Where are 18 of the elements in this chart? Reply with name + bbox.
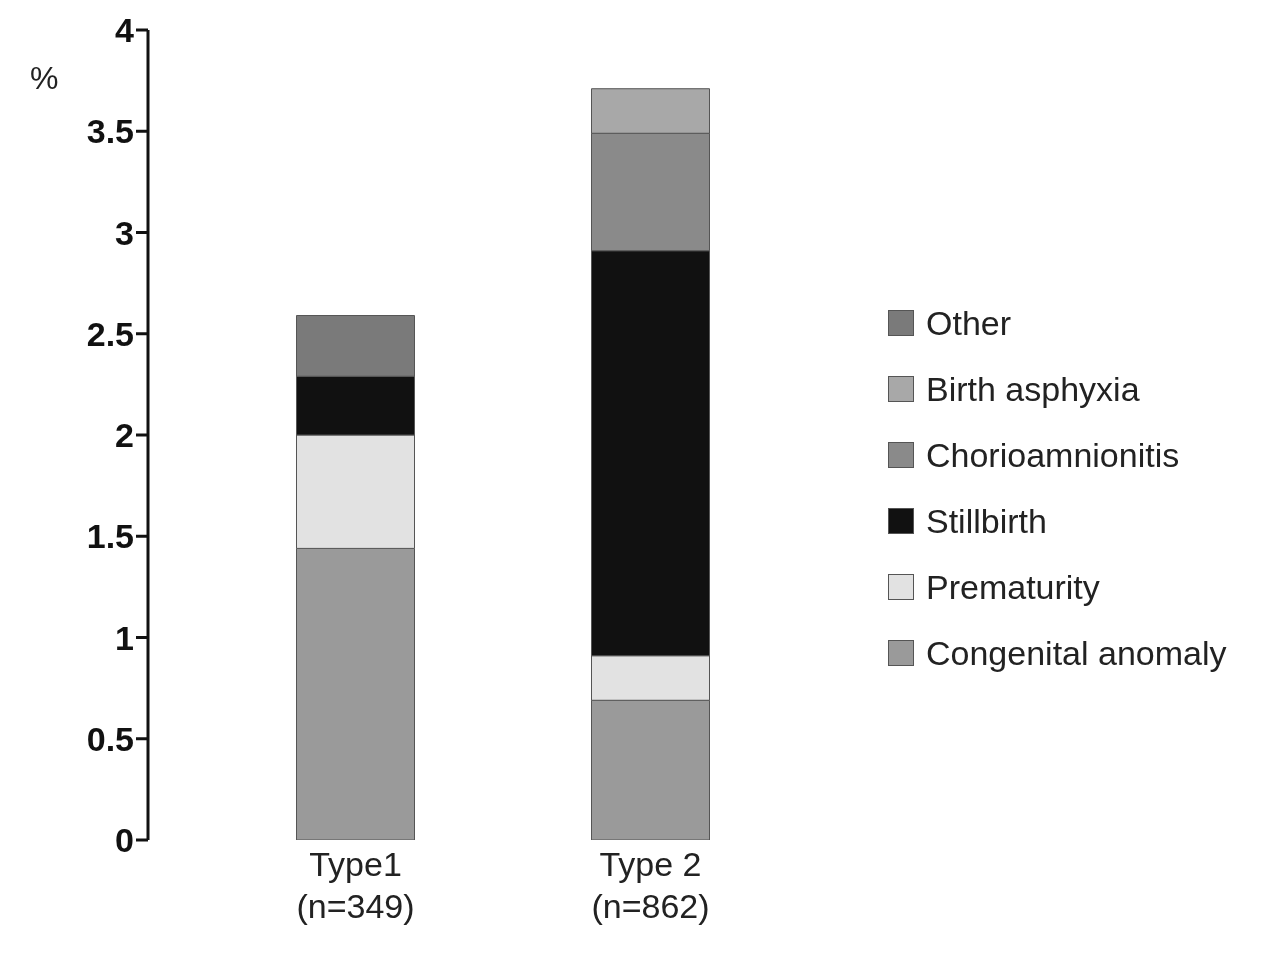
y-tick-label: 1.5 [86, 517, 134, 556]
legend-label: Stillbirth [925, 500, 1048, 542]
y-tick-label: 2.5 [86, 314, 134, 353]
legend-label: Chorioamnionitis [925, 434, 1181, 476]
x-tick-label: Type 2 (n=862) [591, 845, 710, 925]
legend-label: Prematurity [925, 566, 1101, 608]
y-tick-label: 4 [115, 11, 135, 50]
y-tick-label: 0 [115, 821, 134, 860]
legend-label: Other [925, 302, 1013, 344]
legend-label: Birth asphyxia [925, 368, 1141, 410]
y-tick-label: 1 [115, 618, 134, 657]
x-tick-label: Type1 (n=349) [296, 845, 415, 925]
y-axis-title: % [30, 60, 59, 97]
y-tick-label: 2 [115, 416, 134, 455]
y-tick-label: 3 [115, 213, 134, 252]
legend-label: Congenital anomaly [925, 632, 1227, 674]
y-tick-label: 0.5 [86, 719, 134, 758]
y-tick-label: 3.5 [86, 112, 134, 151]
